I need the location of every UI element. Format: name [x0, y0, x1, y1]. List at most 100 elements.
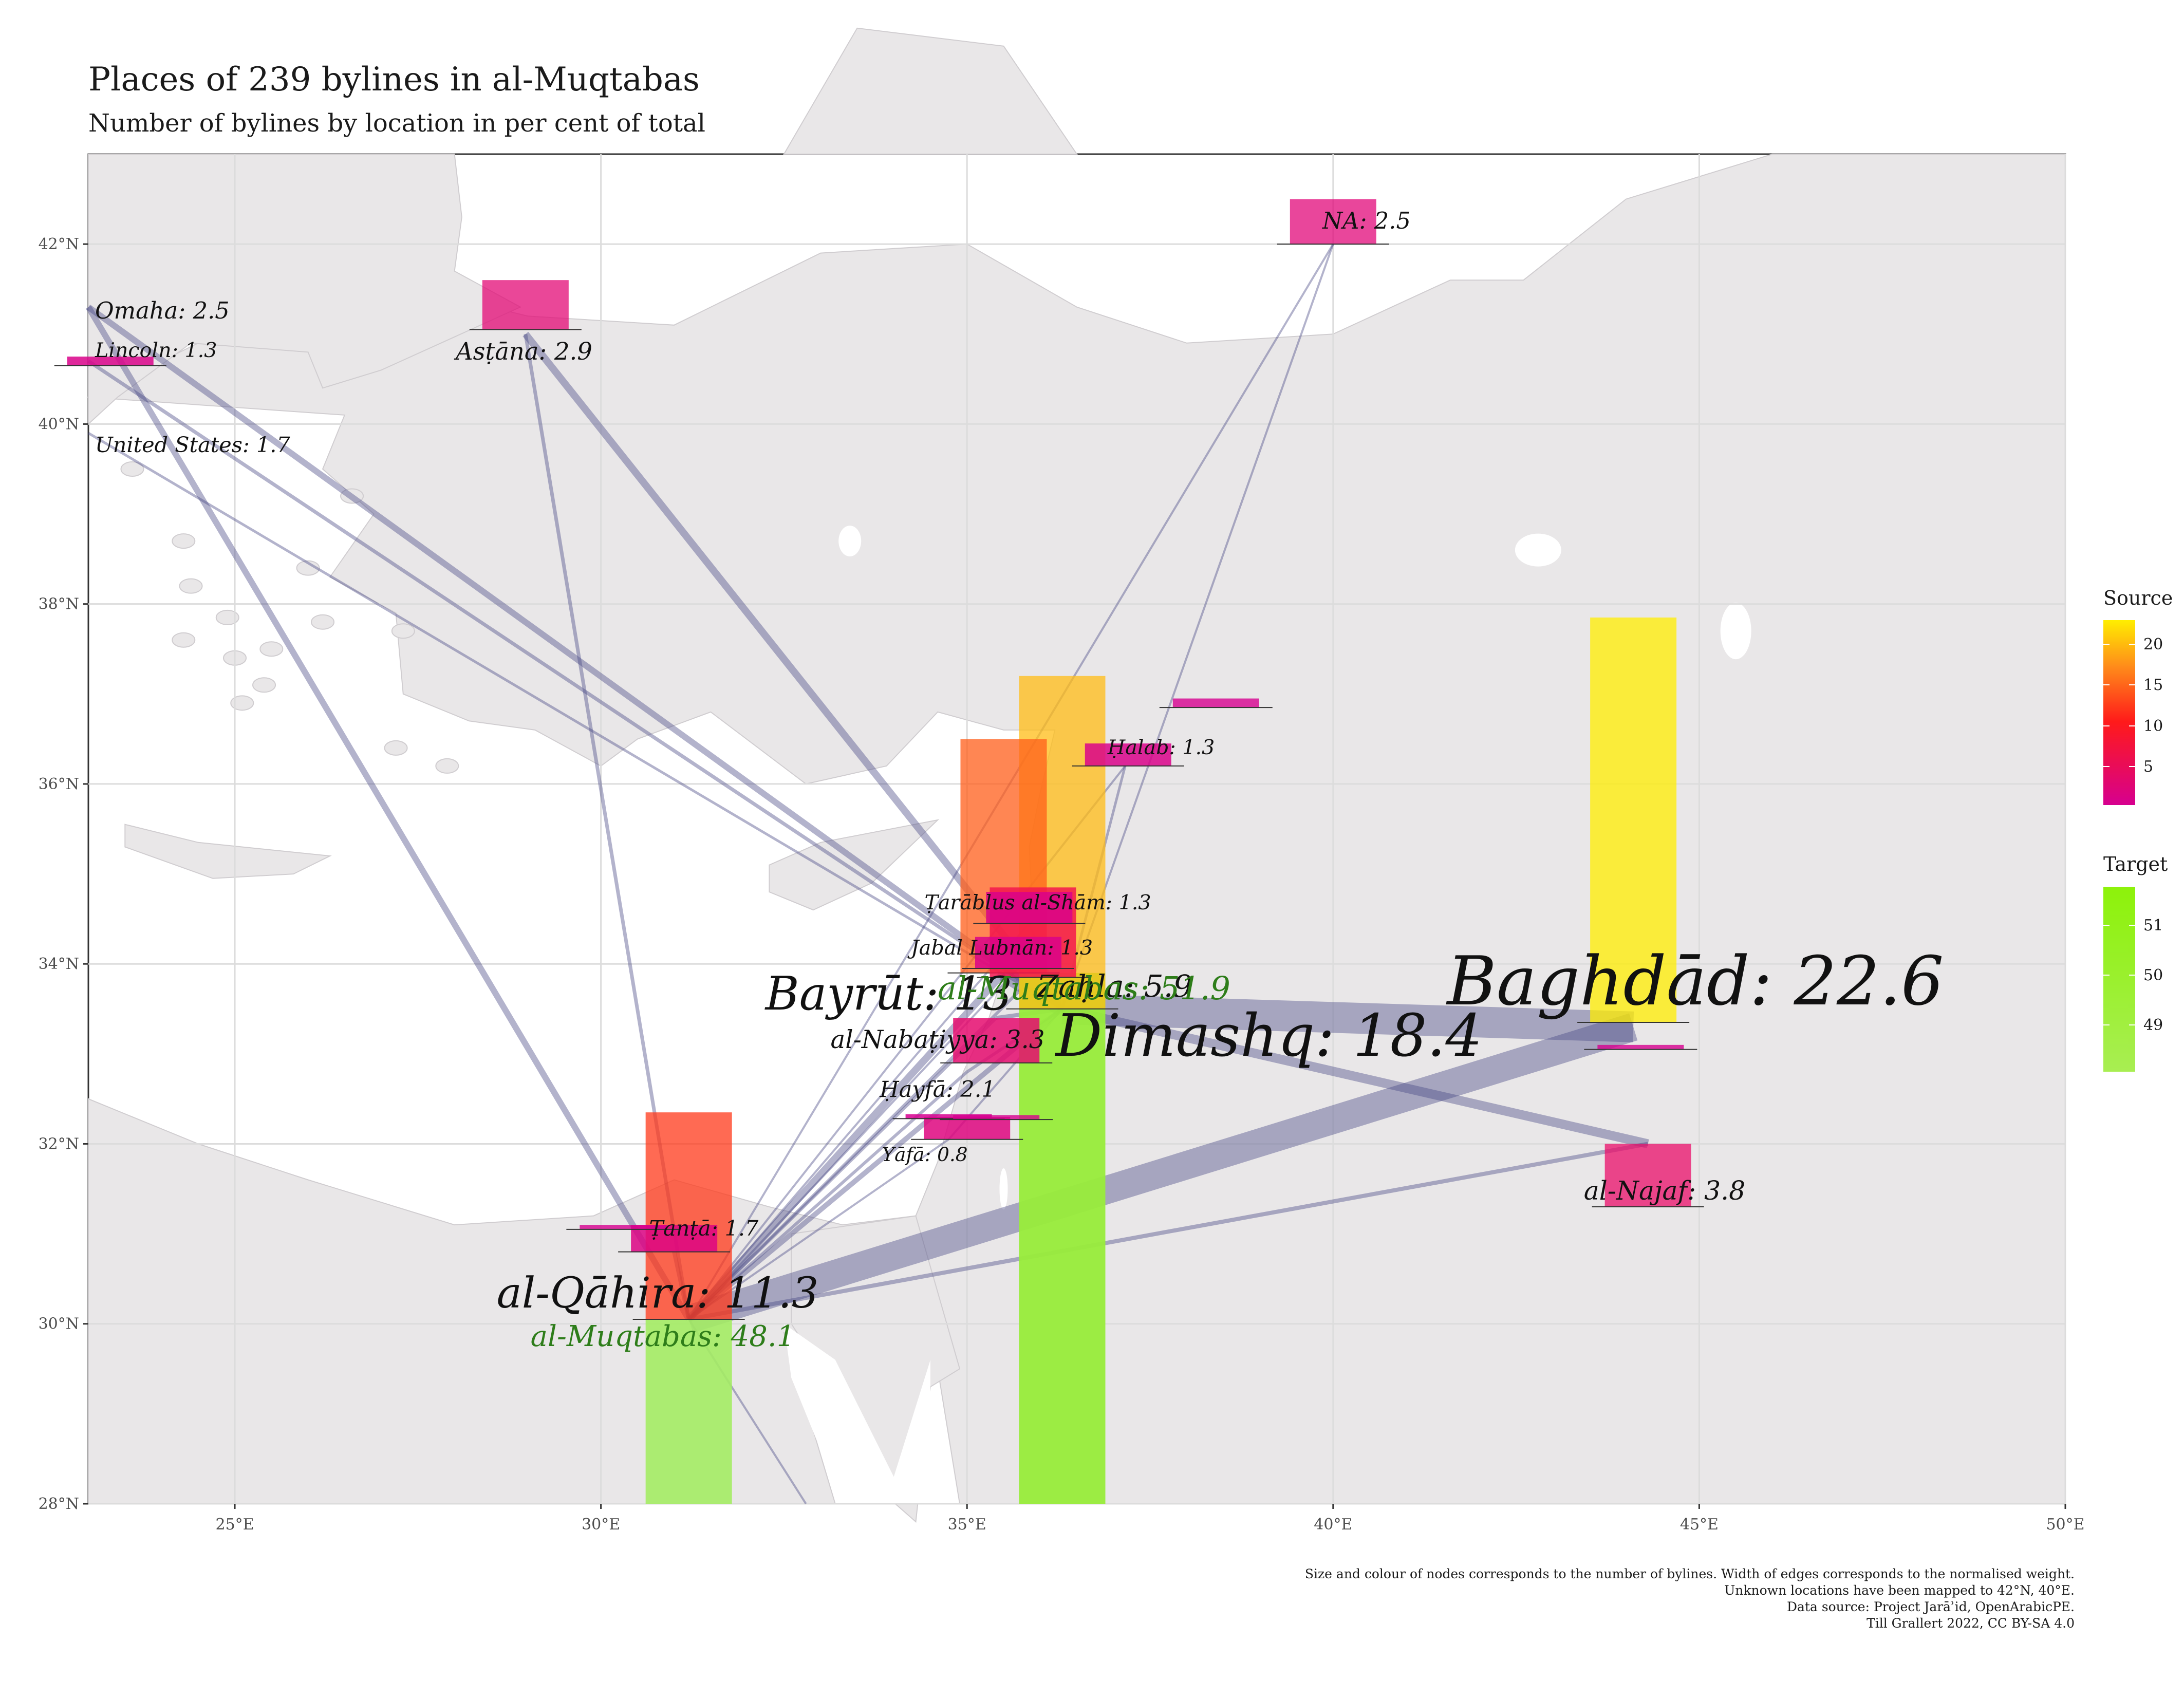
chart-subtitle: Number of bylines by location in per cen…	[88, 109, 705, 138]
y-axis-tick-label: 30°N	[39, 1315, 79, 1333]
y-axis-tick-label: 38°N	[39, 595, 79, 613]
node-label: Baghdād: 22.6	[1446, 942, 1944, 1020]
edge	[85, 305, 692, 1321]
node-bar	[645, 1319, 732, 1504]
node-label: Asṭāna: 2.9	[454, 338, 592, 365]
node-label: NA: 2.5	[1322, 207, 1411, 234]
node-label: Dimashq: 18.4	[1055, 1002, 1483, 1070]
x-axis-tick-label: 35°E	[948, 1516, 986, 1534]
node-label: Zaḥla: 5.9	[1036, 969, 1193, 1004]
lake-tuz	[838, 526, 862, 557]
node-bar	[986, 892, 1073, 924]
node-bar	[1597, 1044, 1684, 1050]
legend-source-title: Source	[2103, 587, 2173, 609]
legend-tick-label: 20	[2143, 636, 2163, 654]
node-label: Ṭanṭā: 1.7	[649, 1216, 759, 1241]
island-aegean	[172, 632, 196, 648]
node-label: Bayrūt: 13	[764, 967, 1013, 1021]
island-aegean	[311, 614, 335, 630]
y-axis-tick-label: 32°N	[39, 1135, 79, 1153]
node-bar	[905, 1114, 992, 1119]
edge	[1061, 993, 1634, 1042]
caption-line-unknown: Unknown locations have been mapped to 42…	[1724, 1583, 2075, 1598]
node-label: Lincoln: 1.3	[95, 339, 217, 362]
island-aegean	[435, 758, 459, 774]
nodes-layer	[54, 199, 1704, 1504]
edge	[688, 1138, 949, 1320]
node-label: Yāfā: 0.8	[882, 1143, 967, 1166]
x-axis-tick-label: 40°E	[1314, 1516, 1352, 1534]
x-axis-tick-label: 45°E	[1680, 1516, 1719, 1534]
edge	[1061, 1004, 1649, 1149]
edge	[687, 1017, 998, 1321]
edge	[86, 304, 1065, 1012]
legend-tick-label: 5	[2143, 758, 2153, 776]
edge	[684, 1013, 1638, 1333]
legend-tick-label: 51	[2143, 917, 2163, 935]
node-label: Ḥayfā: 2.1	[879, 1077, 996, 1103]
edge	[1061, 244, 1334, 1010]
island-aegean	[230, 695, 254, 711]
legend-tick-label: 15	[2143, 676, 2163, 694]
node-label: Ḥalab: 1.3	[1107, 736, 1215, 759]
y-axis-tick-label: 42°N	[39, 235, 79, 253]
land-crete	[124, 824, 332, 879]
x-axis-tick-label: 50°E	[2046, 1516, 2084, 1534]
node-label: al-Muqtabas: 48.1	[531, 1320, 795, 1353]
legend-target-title: Target	[2103, 853, 2168, 875]
sea-gulf-of-suez	[783, 1323, 930, 1504]
island-aegean	[215, 609, 239, 625]
legend: Source 5 10 15 20 Target 49 50 51	[2103, 587, 2173, 1072]
island-aegean	[340, 488, 364, 504]
chart-title: Places of 239 bylines in al-Muqtabas	[88, 61, 700, 99]
node-bar	[580, 1225, 666, 1229]
legend-source-ticks: 5 10 15 20	[2103, 636, 2163, 776]
caption-line-source: Data source: Project Jarāʾid, OpenArabic…	[1787, 1599, 2075, 1614]
node-label: al-Najaf: 3.8	[1584, 1175, 1745, 1206]
land-cyprus	[769, 819, 940, 911]
land-crimea	[783, 27, 1078, 155]
node-bar	[67, 357, 154, 366]
island-aegean	[259, 641, 284, 657]
land-balkans	[88, 154, 522, 425]
edge	[87, 432, 1063, 1010]
node-bar	[975, 937, 1061, 968]
x-axis-tick-label: 30°E	[582, 1516, 620, 1534]
island-aegean	[179, 578, 203, 594]
node-bar	[645, 1112, 732, 1319]
edge	[87, 359, 1063, 1011]
node-bar	[953, 1115, 1040, 1120]
axes: 25°E 30°E 35°E 40°E 45°E 50°E 28°N 30°N 32°N 34°N…	[39, 235, 2085, 1534]
node-bar	[1590, 617, 1677, 1023]
node-label: Ṭarāblus al-Shām: 1.3	[924, 891, 1151, 914]
node-bar	[1604, 1144, 1691, 1207]
legend-source-colorbar	[2103, 620, 2135, 805]
y-axis-tick-label: 28°N	[39, 1495, 79, 1513]
legend-target-colorbar	[2103, 887, 2135, 1072]
lake-van	[1515, 533, 1561, 567]
node-bar	[953, 1018, 1040, 1063]
node-label: al-Nabaṭiyya: 3.3	[830, 1025, 1044, 1054]
caption-line-license: Till Grallert 2022, CC BY-SA 4.0	[1866, 1616, 2075, 1631]
island-aegean	[391, 623, 415, 639]
edge	[686, 970, 1006, 1322]
y-axis-tick-label: 34°N	[39, 955, 79, 973]
edge	[688, 923, 1030, 1320]
legend-tick-label: 10	[2143, 717, 2163, 735]
node-bar	[1290, 199, 1376, 245]
y-axis-tick-label: 36°N	[39, 775, 79, 793]
island-aegean	[252, 677, 276, 693]
island-aegean	[172, 533, 196, 549]
node-label: Jabal Lubnān: 1.3	[907, 936, 1093, 960]
lake-urmia	[1720, 603, 1751, 660]
edge	[688, 1142, 1649, 1321]
node-bar	[1085, 743, 1171, 766]
y-axis-tick-label: 40°N	[39, 415, 79, 433]
caption: Size and colour of nodes corresponds to …	[1305, 1566, 2075, 1632]
node-bar	[1172, 698, 1259, 708]
node-label: al-Muqtabas: 51.9	[938, 969, 1230, 1007]
legend-tick-label: 49	[2143, 1016, 2163, 1034]
